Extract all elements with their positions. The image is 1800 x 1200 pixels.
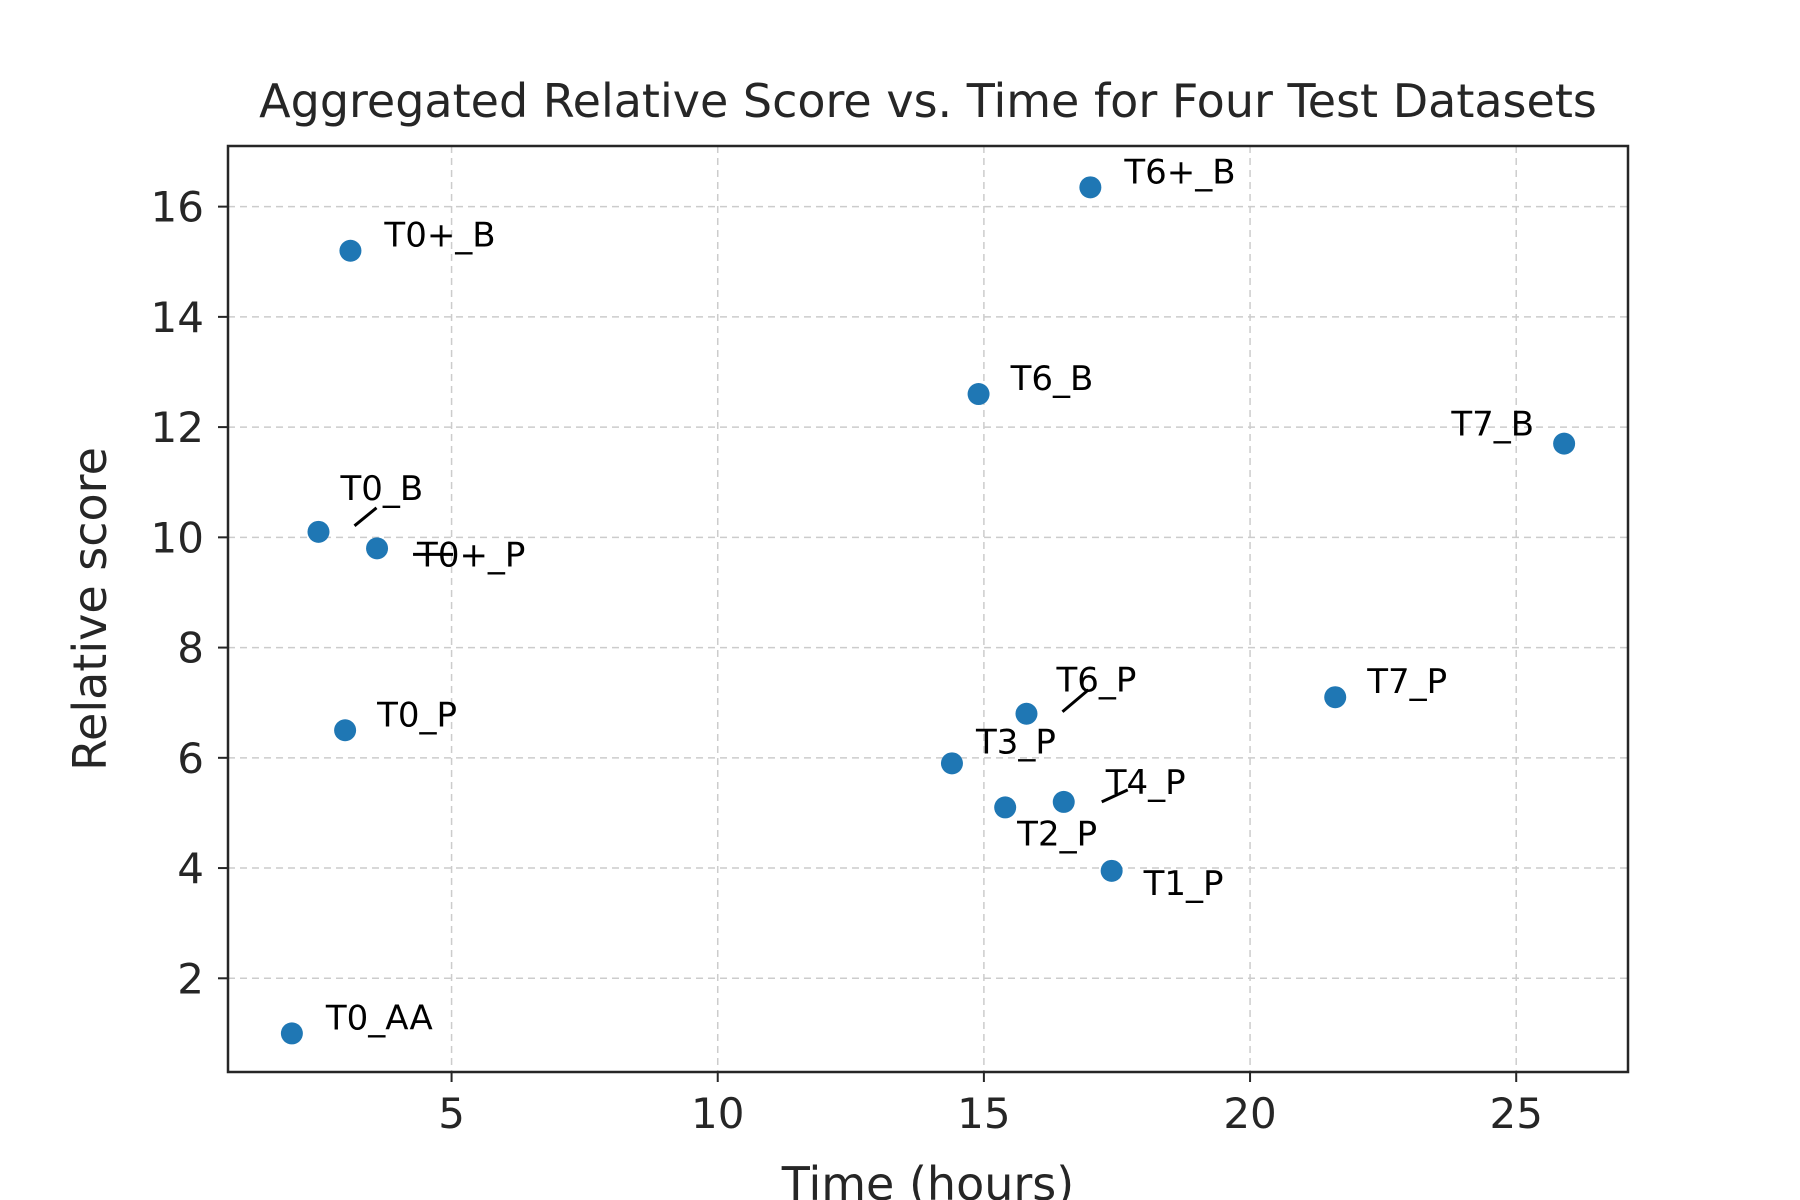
point-label: T2_P xyxy=(1016,814,1097,854)
label-leaders xyxy=(353,506,1129,804)
y-tick-label: 12 xyxy=(151,403,204,452)
data-point xyxy=(334,719,357,742)
data-point xyxy=(940,752,963,775)
point-label: T3_P xyxy=(975,722,1056,762)
y-tick-label: 6 xyxy=(177,734,204,783)
data-point xyxy=(307,520,330,543)
point-label: T0+_P xyxy=(416,535,525,575)
point-labels: T0_AA T0_B T0_P T0+_B T0+_P T3_P T6_B T2_P T6_P T… xyxy=(325,152,1534,1038)
point-label: T4_P xyxy=(1105,763,1186,803)
y-tick-label: 14 xyxy=(151,293,204,342)
point-label: T6+_B xyxy=(1123,152,1235,192)
x-tick-label: 5 xyxy=(438,1089,465,1138)
data-points xyxy=(280,176,1576,1045)
y-tick-label: 8 xyxy=(177,624,204,673)
grid-lines xyxy=(228,146,1628,1072)
data-point xyxy=(1052,790,1075,813)
x-tick-label: 10 xyxy=(691,1089,744,1138)
y-tick-label: 16 xyxy=(151,183,204,232)
data-point xyxy=(994,796,1017,819)
point-label: T7_B xyxy=(1450,405,1534,445)
point-label: T7_P xyxy=(1366,662,1447,702)
label-leader-line xyxy=(1101,788,1129,804)
plot-frame xyxy=(226,144,1630,1074)
y-tick-label: 4 xyxy=(177,844,204,893)
point-label: T1_P xyxy=(1143,864,1224,904)
data-point xyxy=(366,537,389,560)
data-point xyxy=(967,383,990,406)
point-label: T0_B xyxy=(339,469,423,509)
y-axis-label: Relative score xyxy=(63,447,117,771)
point-label: T6_B xyxy=(1010,359,1094,399)
chart-title: Aggregated Relative Score vs. Time for F… xyxy=(259,74,1597,128)
x-tick-label: 20 xyxy=(1223,1089,1276,1138)
x-tick-label: 25 xyxy=(1489,1089,1542,1138)
data-point xyxy=(1324,686,1347,709)
data-point xyxy=(1079,176,1102,199)
data-point xyxy=(339,239,362,262)
point-label: T0+_B xyxy=(383,216,495,256)
data-point xyxy=(1100,859,1123,882)
point-label: T0_P xyxy=(376,695,457,735)
data-point xyxy=(1553,432,1576,455)
axis-ticks: 5 10 15 20 25 2 4 6 8 10 12 14 16 xyxy=(151,183,1543,1138)
y-tick-label: 2 xyxy=(177,954,204,1003)
point-label: T0_AA xyxy=(325,998,433,1038)
y-tick-label: 10 xyxy=(151,513,204,562)
data-point xyxy=(1015,702,1038,725)
label-leader-line xyxy=(353,506,378,527)
x-axis-label: Time (hours) xyxy=(781,1157,1074,1200)
x-tick-label: 15 xyxy=(957,1089,1010,1138)
data-point xyxy=(280,1022,303,1045)
label-leader-line xyxy=(1061,688,1090,713)
point-label: T6_P xyxy=(1055,661,1136,701)
